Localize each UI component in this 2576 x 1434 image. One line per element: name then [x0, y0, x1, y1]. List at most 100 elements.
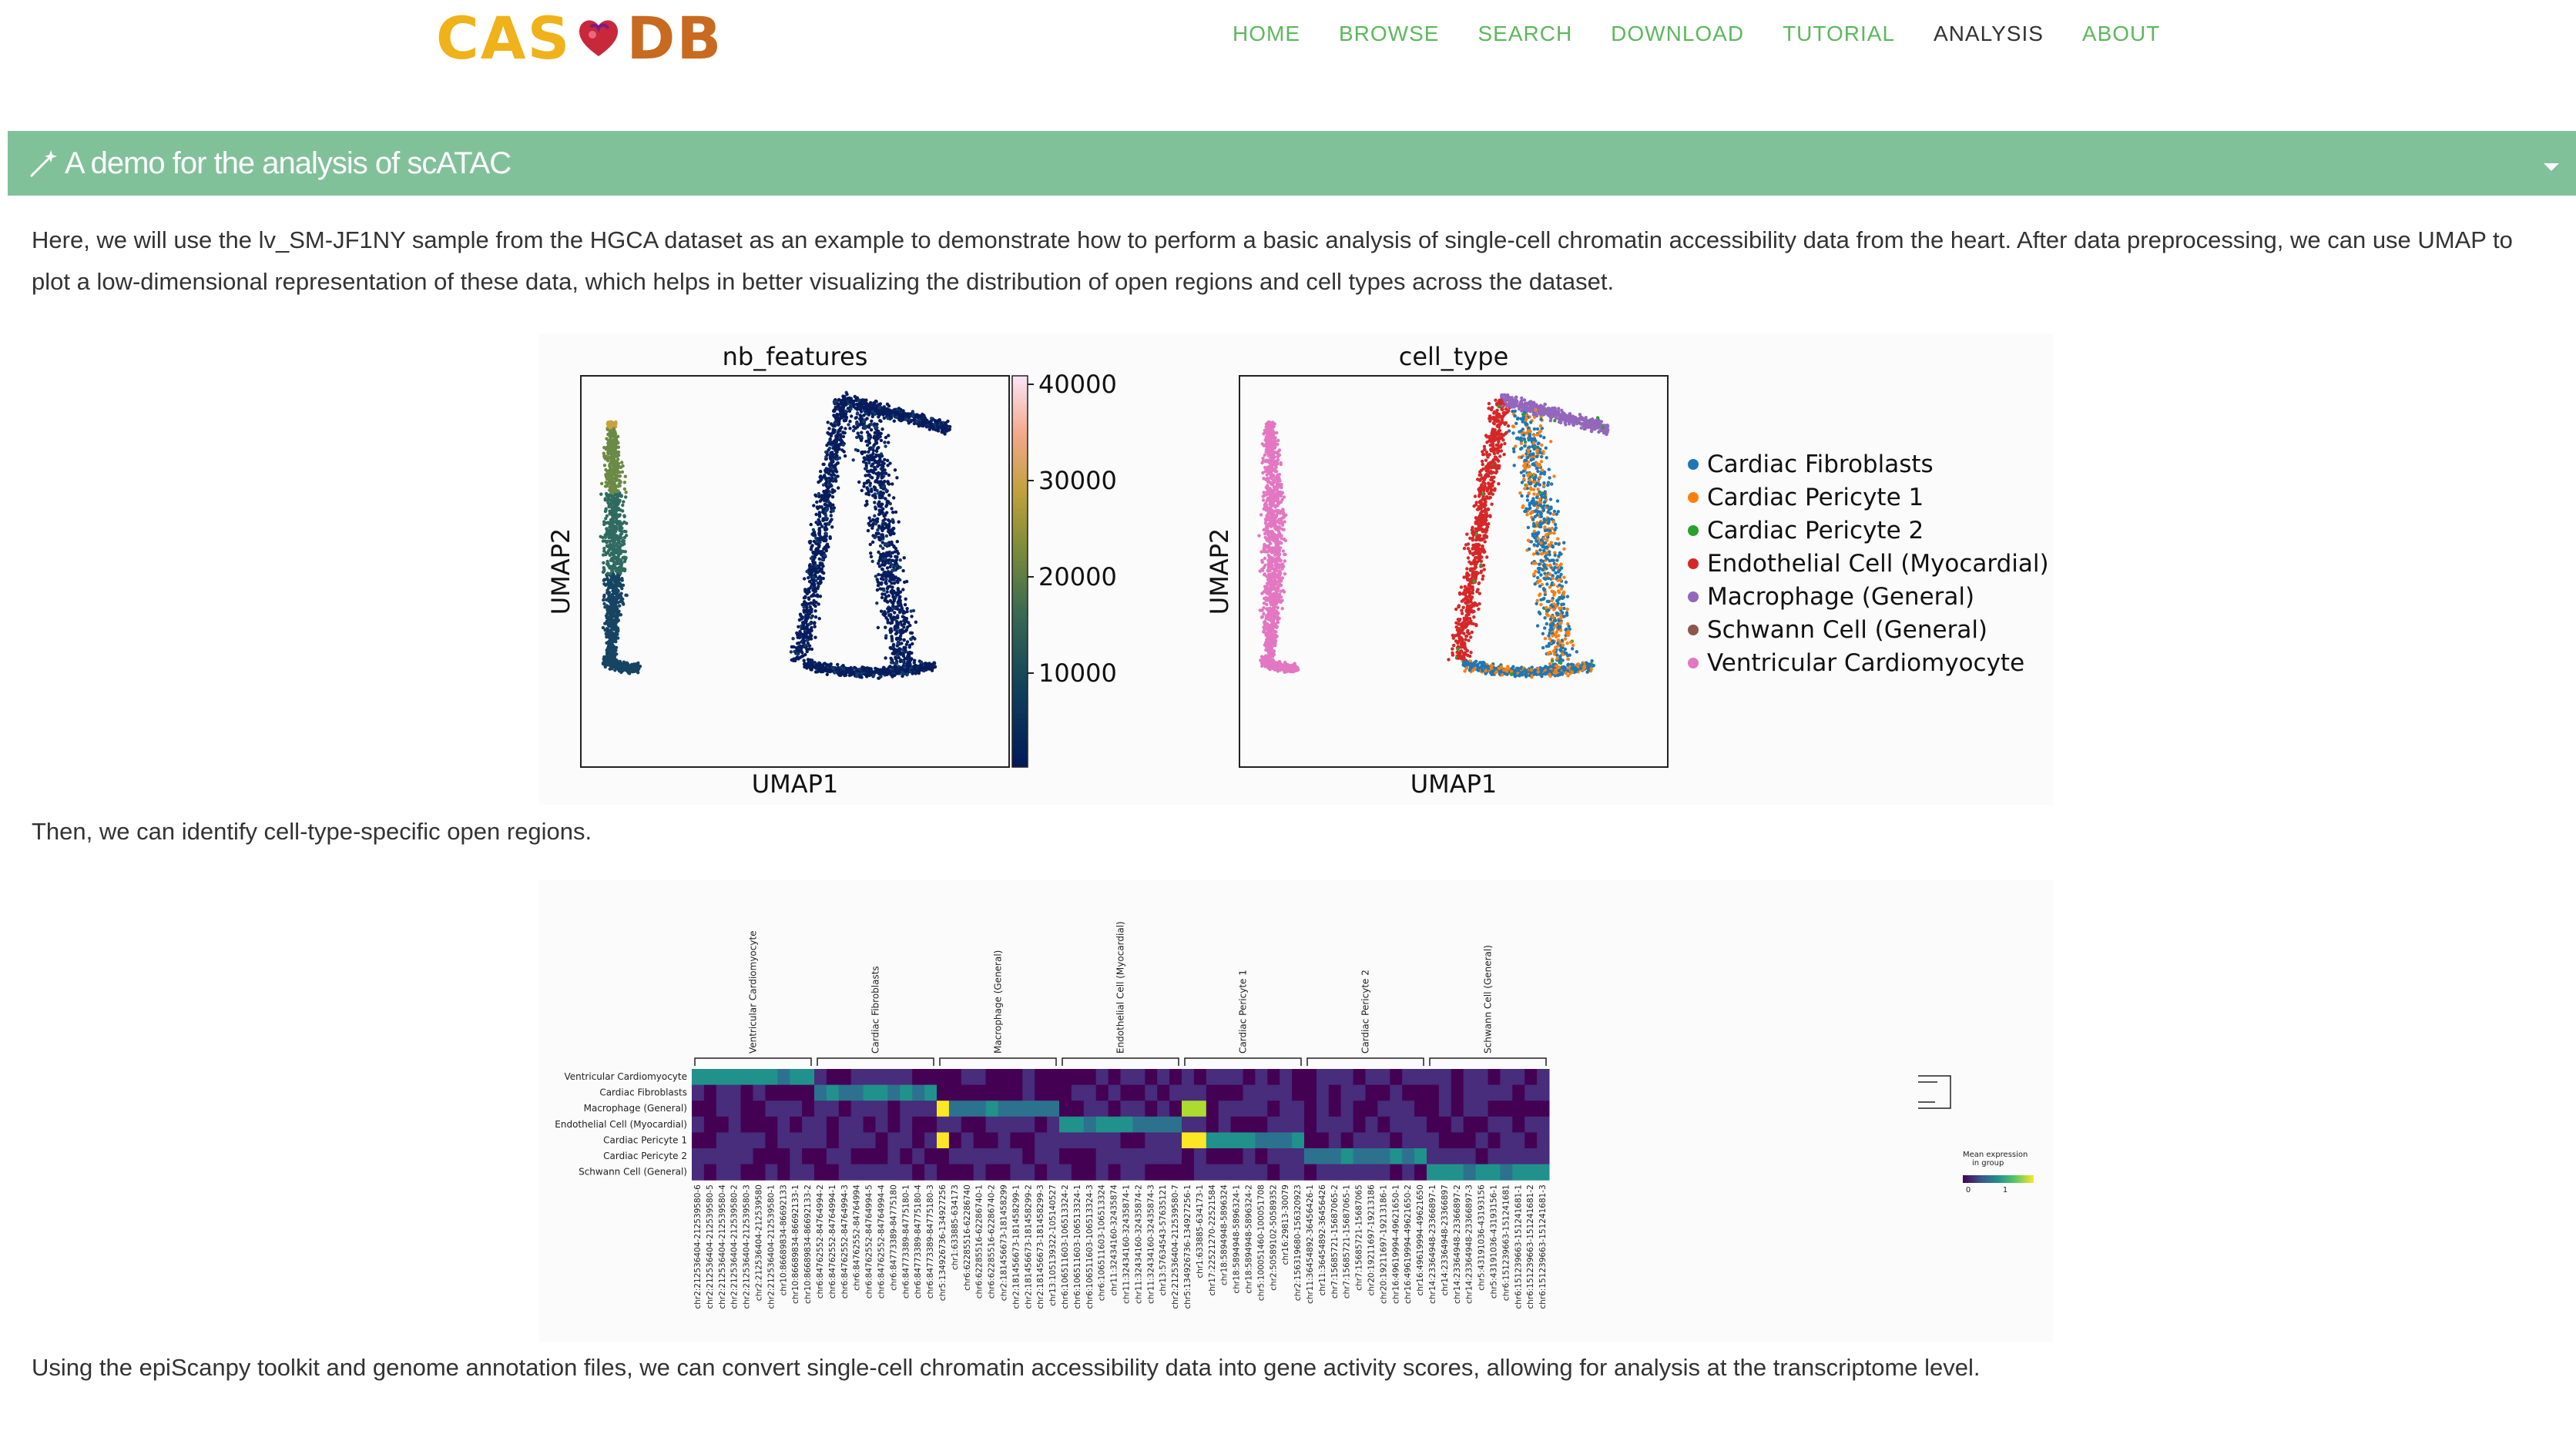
umap-point [602, 451, 605, 455]
umap-point [896, 588, 901, 592]
nav-search[interactable]: SEARCH [1478, 22, 1573, 45]
umap-point [608, 646, 612, 650]
umap-point [922, 421, 926, 426]
umap-point [604, 447, 608, 451]
umap-point [805, 649, 809, 654]
umap-point [609, 481, 612, 486]
nav-home[interactable]: HOME [1233, 22, 1300, 45]
umap-point [854, 397, 858, 401]
umap-point [887, 518, 891, 522]
umap-point [840, 441, 844, 444]
umap-point [880, 470, 884, 474]
umap-point [880, 524, 884, 528]
umap-point [873, 412, 877, 416]
caret-down-icon[interactable] [2544, 163, 2559, 171]
umap-point [616, 570, 620, 574]
panel-header[interactable]: A demo for the analysis of scATAC [8, 131, 2576, 196]
umap-point [808, 565, 812, 570]
logo[interactable]: CAS DB [436, 4, 723, 72]
umap-point [909, 418, 914, 423]
nav-analysis[interactable]: ANALYSIS [1934, 22, 2044, 45]
umap-point [830, 454, 834, 457]
umap-point [897, 622, 901, 625]
umap-point [892, 581, 897, 585]
umap-point [880, 541, 884, 544]
umap-point [1279, 589, 1283, 594]
umap-point [602, 520, 606, 524]
umap-point [887, 613, 891, 618]
umap-point [887, 522, 891, 527]
umap-point [605, 604, 609, 608]
nav-browse[interactable]: BROWSE [1339, 22, 1440, 45]
umap-point [1276, 454, 1280, 459]
umap-point [856, 672, 860, 676]
umap-point [850, 668, 854, 673]
umap-point [609, 593, 614, 597]
umap-point [827, 463, 832, 467]
umap-point [614, 580, 619, 585]
umap-point [870, 559, 874, 564]
umap-point [606, 610, 610, 615]
umap-point [883, 468, 887, 472]
umap-point [616, 450, 621, 454]
panel-title: A demo for the analysis of scATAC [65, 146, 512, 180]
nav-tutorial[interactable]: TUTORIAL [1783, 22, 1896, 45]
umap-point [610, 519, 614, 523]
umap-point [870, 409, 874, 414]
umap-right-title: cell_type [1399, 342, 1509, 371]
umap-point [896, 615, 900, 620]
umap-point [602, 561, 605, 565]
umap-point [841, 394, 845, 398]
umap-point [893, 666, 897, 670]
umap-point [831, 427, 835, 431]
umap-point [824, 548, 828, 551]
umap-point [613, 533, 618, 538]
umap-point [1263, 521, 1268, 525]
umap-point [826, 467, 830, 472]
umap-point [815, 505, 819, 509]
umap-point [604, 517, 608, 521]
umap-point [1283, 552, 1286, 557]
umap-point [892, 531, 896, 535]
umap-point [621, 556, 625, 560]
umap-point [832, 473, 836, 477]
umap-point [884, 668, 888, 672]
umap-point [609, 485, 612, 490]
umap-point [876, 625, 880, 630]
umap-point [886, 464, 890, 467]
umap-point [891, 511, 895, 514]
umap-point [612, 458, 616, 463]
umap-point [902, 618, 906, 623]
nav-about[interactable]: ABOUT [2081, 22, 2161, 45]
panel-title-wrap: A demo for the analysis of scATAC [28, 146, 512, 181]
umap-point [865, 486, 869, 490]
umap-point [868, 454, 872, 457]
umap-point [877, 500, 881, 504]
umap-point [621, 503, 625, 508]
umap-point [866, 668, 870, 673]
umap-point [607, 494, 611, 498]
umap-point [802, 641, 806, 645]
umap-point [812, 603, 816, 607]
umap-point [812, 504, 816, 508]
umap-point [1262, 477, 1266, 481]
umap-point [902, 625, 906, 629]
umap-point [863, 450, 867, 454]
umap-point [621, 583, 626, 588]
nav-download[interactable]: DOWNLOAD [1611, 22, 1745, 45]
umap-point [904, 597, 907, 601]
umap-point [902, 622, 907, 626]
umap-point [602, 546, 606, 551]
umap-point [616, 618, 621, 622]
umap-point [887, 574, 891, 578]
colorbar-tick-40000: 40000 [1038, 370, 1117, 399]
umap-point [909, 609, 913, 613]
umap-point [897, 610, 902, 615]
umap-point [614, 551, 619, 555]
umap-point [615, 595, 619, 599]
umap-point [1268, 487, 1272, 491]
umap-point [1277, 472, 1282, 477]
umap-point [818, 581, 822, 585]
umap-point [936, 429, 941, 433]
umap-point [797, 625, 800, 628]
